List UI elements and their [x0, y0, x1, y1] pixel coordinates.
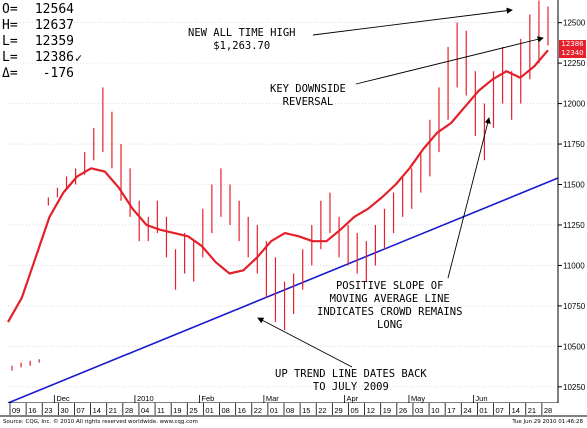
y-tick-label: 10250: [563, 383, 586, 392]
y-tick-label: 11250: [563, 221, 585, 230]
x-tick-label: 14: [93, 406, 101, 415]
x-tick-label: 09: [12, 406, 20, 415]
moving-average-line: [7, 49, 549, 323]
month-label: Apr: [346, 394, 358, 403]
arrow-uptrend: [257, 317, 353, 368]
month-label: 2010: [137, 394, 154, 403]
footer: Source: CQG, Inc. © 2010 All rights rese…: [0, 416, 587, 428]
x-tick-label: 15: [302, 406, 310, 415]
footer-timestamp: Tue Jun 29 2010 01:46:28: [512, 419, 583, 425]
x-tick-label: 14: [512, 406, 520, 415]
y-axis: 12500 12250 12000 11750 11500 11250 11000 10750…: [557, 0, 586, 403]
ohlc-value: -176: [42, 66, 74, 81]
x-tick-label: 01: [479, 406, 487, 415]
x-tick-label: 25: [189, 406, 197, 415]
x-tick-label: 26: [399, 406, 407, 415]
x-tick-label: 28: [544, 406, 552, 415]
x-tick-label: 12: [367, 406, 375, 415]
x-tick-label: 19: [383, 406, 391, 415]
ohlc-label: L=: [2, 50, 18, 65]
ohlc-label: L=: [2, 34, 18, 49]
x-axis: 09 16 23 30 07 14 21 28 04 11 19 25 01 08 16 22 01 08 15 22…: [0, 394, 587, 417]
annotation-uptrend: UP TREND LINE DATES BACK TO JULY 2009: [275, 368, 427, 393]
ohlc-label: H=: [2, 18, 18, 33]
arrow-new-high: [312, 7, 513, 36]
ohlc-value: 12386: [34, 50, 74, 65]
x-tick-label: 01: [205, 406, 213, 415]
x-tick-label: 21: [528, 406, 536, 415]
x-tick-label: 08: [222, 406, 230, 415]
y-tick-label: 11750: [563, 140, 585, 149]
ohlc-value: 12564: [34, 2, 74, 17]
x-tick-label: 11: [157, 406, 165, 415]
footer-source: Source: CQG, Inc. © 2010 All rights rese…: [3, 419, 198, 425]
annotation-positive-slope: POSITIVE SLOPE OF MOVING AVERAGE LINE IN…: [317, 280, 463, 331]
ohlc-label: Δ=: [2, 66, 18, 81]
x-tick-label: 24: [463, 406, 471, 415]
x-tick-label: 08: [286, 406, 294, 415]
x-tick-label: 07: [496, 406, 504, 415]
ohlc-row: O= 12564: [2, 2, 82, 18]
ohlc-label: O=: [2, 2, 18, 17]
y-tick-label: 11500: [563, 181, 585, 190]
price-tag-last: 12386: [559, 40, 586, 49]
annotation-key-reversal: KEY DOWNSIDE REVERSAL: [270, 83, 346, 108]
annotation-new-high: NEW ALL TIME HIGH $1,263.70: [188, 27, 296, 52]
ohlc-readout: O= 12564 H= 12637 L= 12359 L= 12386 ✓ Δ= -176: [2, 2, 82, 82]
uptrend-line: [7, 177, 559, 404]
annotation-arrows: [257, 7, 544, 368]
ohlc-row: L= 12386 ✓: [2, 50, 82, 66]
y-tick-label: 12000: [563, 100, 586, 109]
x-tick-label: 22: [318, 406, 326, 415]
month-label: Feb: [201, 394, 214, 403]
arrow-key-reversal: [355, 36, 544, 85]
ohlc-row: L= 12359: [2, 34, 82, 50]
x-tick-label: 21: [109, 406, 117, 415]
y-tick-label: 10750: [563, 302, 586, 311]
x-tick-label: 29: [334, 406, 342, 415]
plot-area: [8, 0, 558, 403]
month-label: May: [411, 394, 425, 403]
trend-line-layer: [7, 177, 559, 404]
x-tick-label: 03: [415, 406, 423, 415]
x-tick-label: 07: [76, 406, 84, 415]
x-tick-label: 10: [431, 406, 439, 415]
x-axis-band: [0, 403, 587, 416]
ohlc-value: 12637: [34, 18, 74, 33]
x-tick-label: 19: [173, 406, 181, 415]
x-tick-label: 28: [125, 406, 133, 415]
x-tick-label: 23: [44, 406, 52, 415]
price-tag-ma: 12340: [559, 49, 586, 58]
y-tick-label: 11000: [563, 261, 585, 270]
moving-average-layer: [7, 49, 549, 323]
ohlc-value: 12359: [34, 34, 74, 49]
y-tick-label: 12500: [563, 19, 586, 28]
x-tick-label: 05: [350, 406, 358, 415]
x-tick-label: 04: [141, 406, 149, 415]
x-tick-label: 22: [254, 406, 262, 415]
arrow-positive-slope: [447, 117, 491, 279]
x-tick-label: 16: [28, 406, 36, 415]
x-tick-label: 30: [60, 406, 68, 415]
ohlc-row: Δ= -176: [2, 66, 82, 82]
month-label: Jun: [475, 394, 487, 403]
ohlc-row: H= 12637: [2, 18, 82, 34]
x-tick-label: 17: [447, 406, 455, 415]
y-tick-label: 12250: [563, 59, 586, 68]
y-tick-label: 10500: [563, 342, 586, 351]
month-label: Dec: [56, 394, 70, 403]
ohlc-suffix: ✓: [75, 51, 83, 65]
x-tick-label: 01: [270, 406, 278, 415]
x-tick-label: 16: [238, 406, 246, 415]
month-label: Mar: [266, 394, 279, 403]
